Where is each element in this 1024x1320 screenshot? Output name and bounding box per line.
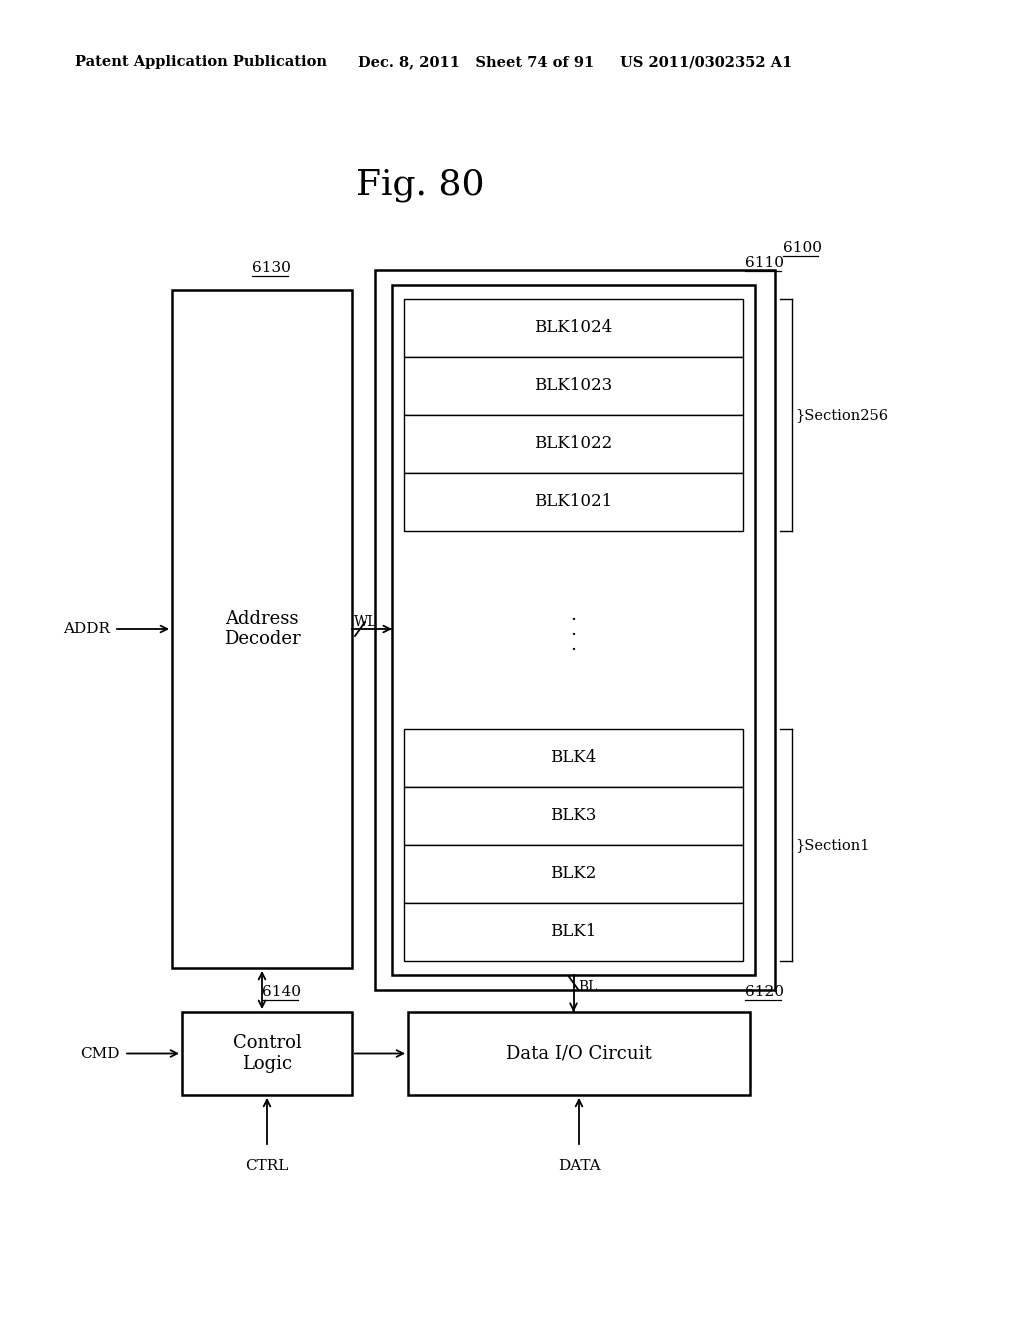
Text: Address
Decoder: Address Decoder <box>223 610 300 648</box>
Text: Fig. 80: Fig. 80 <box>355 168 484 202</box>
Text: Data I/O Circuit: Data I/O Circuit <box>506 1044 652 1063</box>
Text: BLK1022: BLK1022 <box>535 436 612 453</box>
Text: Control
Logic: Control Logic <box>232 1034 301 1073</box>
Text: 6100: 6100 <box>783 242 822 255</box>
Text: BLK1021: BLK1021 <box>535 494 612 511</box>
Text: BLK1: BLK1 <box>550 924 597 940</box>
Text: Patent Application Publication: Patent Application Publication <box>75 55 327 69</box>
Text: BLK2: BLK2 <box>550 866 597 883</box>
Bar <box>408 1012 750 1096</box>
Text: ADDR: ADDR <box>63 622 110 636</box>
Text: ·: · <box>570 611 577 630</box>
Text: CTRL: CTRL <box>246 1159 289 1173</box>
Text: BLK1023: BLK1023 <box>535 378 612 395</box>
Bar <box>404 414 743 473</box>
Bar <box>392 285 755 975</box>
Text: 6130: 6130 <box>252 261 291 275</box>
Text: BLK3: BLK3 <box>550 808 597 825</box>
Bar <box>172 290 352 968</box>
Text: }Section1: }Section1 <box>795 838 869 851</box>
Bar <box>404 356 743 414</box>
Text: CMD: CMD <box>81 1047 120 1060</box>
Text: }Section256: }Section256 <box>795 408 888 422</box>
Text: WL: WL <box>354 615 378 630</box>
Bar <box>404 729 743 787</box>
Bar <box>404 300 743 356</box>
Text: DATA: DATA <box>558 1159 600 1173</box>
Text: ·: · <box>570 626 577 644</box>
Text: ·: · <box>570 642 577 659</box>
Bar <box>182 1012 352 1096</box>
Text: BLK1024: BLK1024 <box>535 319 612 337</box>
Bar <box>404 903 743 961</box>
Bar <box>404 845 743 903</box>
Text: Dec. 8, 2011   Sheet 74 of 91: Dec. 8, 2011 Sheet 74 of 91 <box>358 55 594 69</box>
Text: 6110: 6110 <box>745 256 784 271</box>
Text: BLK4: BLK4 <box>550 750 597 767</box>
Bar <box>404 473 743 531</box>
Bar <box>404 787 743 845</box>
Bar <box>375 271 775 990</box>
Text: 6140: 6140 <box>262 985 301 999</box>
Text: BL: BL <box>579 979 598 994</box>
Text: US 2011/0302352 A1: US 2011/0302352 A1 <box>620 55 793 69</box>
Text: 6120: 6120 <box>745 985 784 999</box>
